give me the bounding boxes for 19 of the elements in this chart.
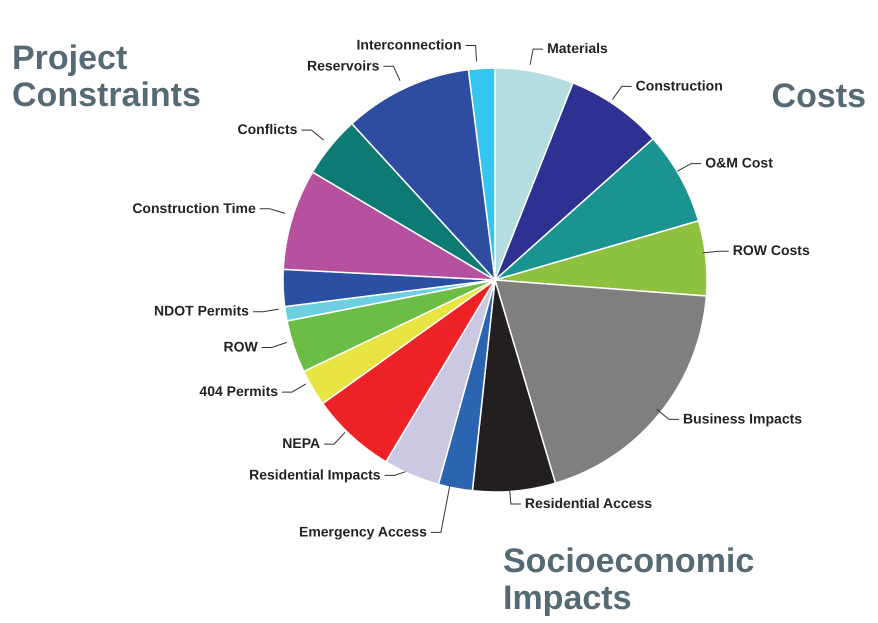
slice-label: Business Impacts bbox=[683, 410, 802, 426]
text: Socioeconomic Impacts bbox=[503, 542, 756, 618]
slice-label: NDOT Permits bbox=[154, 302, 250, 319]
slice-label: O&M Cost bbox=[705, 154, 774, 171]
slice-label: Reservoirs bbox=[306, 57, 380, 74]
slice-label: Construction bbox=[636, 77, 723, 94]
slice-label: Construction Time bbox=[132, 200, 256, 216]
slice-label: Residential Impacts bbox=[249, 466, 381, 482]
slice-label: 404 Permits bbox=[199, 383, 278, 400]
slice-label: ROW bbox=[223, 338, 258, 354]
slice-label: Interconnection bbox=[356, 36, 462, 52]
text: Project Constraints bbox=[12, 39, 201, 114]
slice-label: Emergency Access bbox=[299, 523, 428, 540]
slice-label: Materials bbox=[547, 40, 608, 56]
text: Costs bbox=[770, 77, 866, 116]
slice-label: Residential Access bbox=[524, 495, 652, 512]
slice-label: Conflicts bbox=[238, 121, 298, 138]
slice-label: NEPA bbox=[282, 435, 320, 452]
slice-label: ROW Costs bbox=[732, 242, 810, 258]
